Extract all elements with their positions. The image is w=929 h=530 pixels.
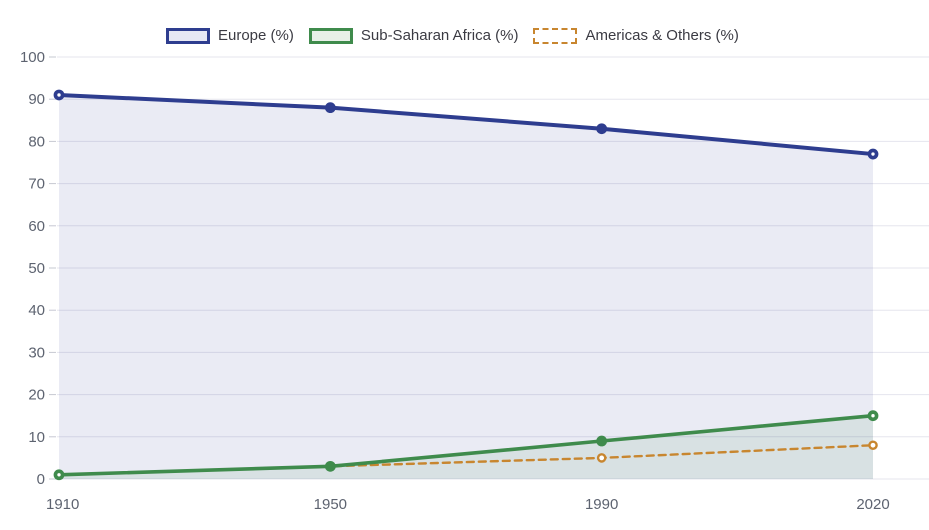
y-tick-label-30: 30 — [28, 344, 45, 361]
legend-label-europe: Europe (%) — [218, 27, 294, 44]
marker-europe-2020-center-dot — [871, 152, 875, 156]
legend-item-europe[interactable]: Europe (%) — [166, 26, 294, 46]
y-tick-label-10: 10 — [28, 429, 45, 446]
y-tick-label-70: 70 — [28, 176, 45, 193]
y-tick-label-0: 0 — [37, 471, 45, 488]
marker-europe-1990[interactable] — [596, 123, 608, 135]
x-tick-label-1950: 1950 — [314, 496, 347, 513]
marker-sub-saharan-africa-2020-center-dot — [871, 414, 875, 418]
y-tick-label-40: 40 — [28, 302, 45, 319]
marker-sub-saharan-africa-1950[interactable] — [324, 460, 336, 472]
y-tick-label-20: 20 — [28, 387, 45, 404]
marker-europe-1910-center-dot — [57, 93, 61, 97]
y-tick-label-50: 50 — [28, 260, 45, 277]
x-tick-label-2020: 2020 — [856, 496, 889, 513]
line-europe — [57, 92, 875, 157]
x-tick-label-1990: 1990 — [585, 496, 618, 513]
area-europe — [59, 94, 873, 479]
americas-others-legend-swatch — [533, 28, 578, 44]
sub-saharan-africa-legend-swatch — [308, 28, 353, 44]
marker-sub-saharan-africa-1990[interactable] — [596, 435, 608, 447]
y-tick-label-100: 100 — [20, 49, 45, 66]
legend-label-americas-others: Americas & Others (%) — [585, 27, 739, 44]
chart-legend: Europe (%) Sub-Saharan Africa (%) Americ… — [166, 26, 739, 46]
marker-americas-others-1990[interactable] — [596, 453, 607, 463]
y-tick-label-80: 80 — [28, 133, 45, 150]
area-sub-saharan-africa — [59, 415, 873, 479]
line-sub-saharan-africa — [57, 413, 875, 477]
x-tick-label-1910: 1910 — [46, 496, 79, 513]
europe-legend-swatch — [166, 28, 210, 44]
y-tick-label-60: 60 — [28, 218, 45, 235]
legend-item-sub-saharan-africa[interactable]: Sub-Saharan Africa (%) — [308, 26, 519, 46]
marker-sub-saharan-africa-1910-center-dot — [57, 473, 61, 477]
y-tick-label-90: 90 — [28, 91, 45, 108]
marker-europe-1950[interactable] — [324, 102, 336, 114]
marker-americas-others-2020[interactable] — [868, 440, 878, 451]
legend-label-sub-saharan-africa: Sub-Saharan Africa (%) — [360, 27, 519, 44]
legend-item-americas-others[interactable]: Americas & Others (%) — [533, 26, 739, 46]
